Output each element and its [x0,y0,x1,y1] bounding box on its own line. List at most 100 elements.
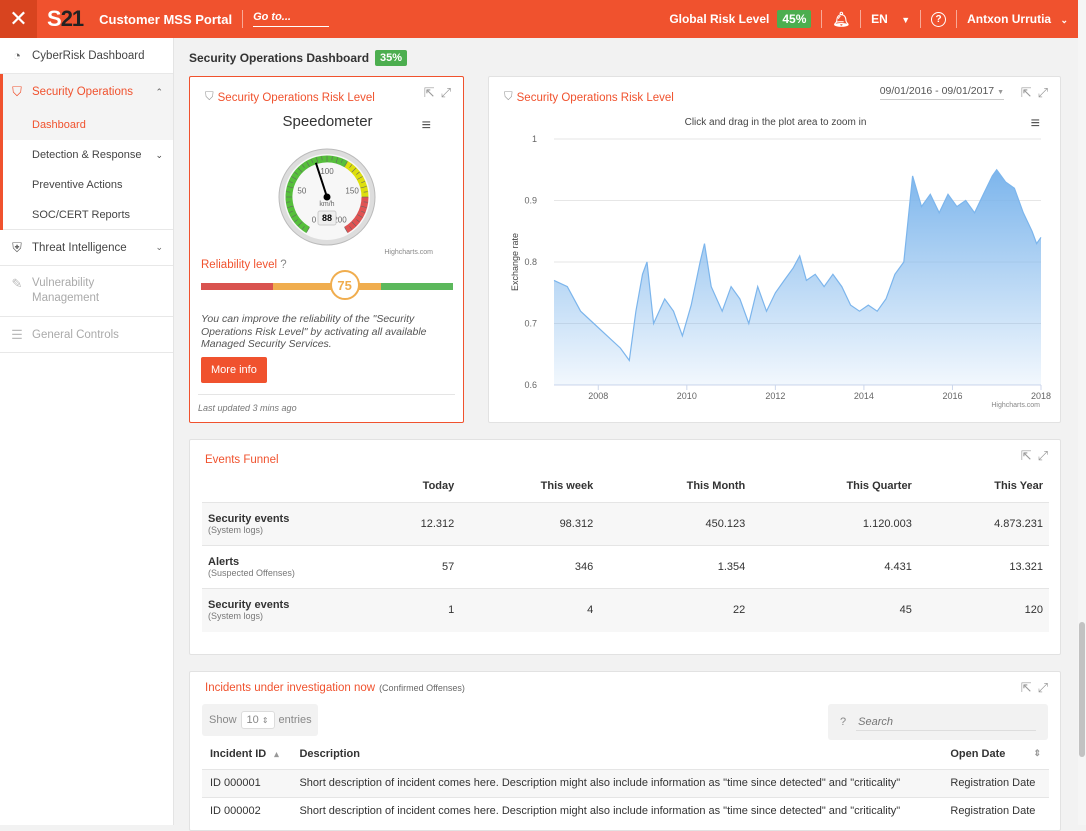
gauge-tick [297,221,303,227]
sidebar-item-threat-intelligence[interactable]: ⛨ Threat Intelligence ⌄ [0,230,173,266]
scrollbar[interactable] [1078,0,1086,825]
chart-menu-icon[interactable]: ≡ [421,117,431,134]
help-icon[interactable]: ? [280,259,287,271]
sidebar-item-cyberrisk-dashboard[interactable]: ◔ CyberRisk Dashboard [0,38,173,74]
shield-gear-icon: ⛉ [205,91,214,103]
table-header-row: Today This week This Month This Quarter This… [202,470,1049,503]
gauge-tick [301,164,305,168]
gauge-tick [301,226,305,230]
sidebar-subitem-soc-cert-reports[interactable]: SOC/CERT Reports [3,200,173,230]
risk-level-card: ⛉ Security Operations Risk Level ⇱ ⤢ Speed… [189,76,464,423]
date-range-select[interactable]: 09/01/2016 - 09/01/2017 ▼ [879,85,1004,100]
gauge-label: 0 [312,216,317,225]
column-header[interactable]: Incident ID ▴ [210,748,279,761]
table-cell: 57 [442,561,455,573]
highcharts-credits[interactable]: Highcharts.com [384,249,433,256]
table-row: Alerts (Suspected Offenses) 57 346 1.354 4.43… [202,545,1049,589]
gauge-tick [306,227,310,233]
caret-down-icon: ▼ [997,89,1004,96]
sidebar-subitem-preventive-actions[interactable]: Preventive Actions [3,170,173,200]
shield-check-icon: ⛨ [12,239,22,255]
search-input[interactable] [856,713,1037,731]
gauge-tick [357,176,363,180]
page-risk-badge: 35% [375,50,408,66]
reliability-value: 75 [329,270,360,300]
export-icon[interactable]: ⇱ [423,85,435,100]
help-icon[interactable]: ? [931,11,947,27]
table-row[interactable]: ID 000001 Short description of incident c… [202,769,1049,797]
sidebar-item-general-controls[interactable]: ☰ General Controls [0,317,173,353]
page-title-text: Security Operations Dashboard [189,51,370,65]
expand-icon[interactable]: ⤢ [1037,85,1048,100]
gauge-tick [356,171,360,175]
gauge-label: 100 [320,167,334,176]
more-info-button[interactable]: More info [201,357,267,383]
expand-icon[interactable]: ⤢ [440,85,451,100]
bell-icon[interactable]: 🔔︎ [832,10,851,27]
entries-select[interactable]: 10 ⇕ [240,711,275,729]
gauge-tick [311,159,314,163]
table-row: Security events (System logs) 1 4 22 45 120 [202,588,1049,632]
global-risk-badge: 45% [777,10,812,28]
sidebar-subitem-dashboard[interactable]: Dashboard [32,119,86,131]
table-cell: 4.431 [884,561,912,573]
stepper-icon: ⇕ [261,716,269,725]
gauge-tick [361,181,365,184]
column-header[interactable]: Description [299,748,360,761]
export-icon[interactable]: ⇱ [1020,680,1032,695]
sort-asc-icon: ▴ [274,749,279,760]
dashboard-icon: ◔ [13,48,21,63]
scrollbar-thumb[interactable] [1079,622,1085,757]
sidebar-item-label: Vulnerability Management [32,277,100,304]
gauge-tick [357,214,363,218]
column-header[interactable]: Open Date ⇕ [950,748,1041,761]
language-select[interactable]: EN ▼ [871,12,910,26]
document-edit-icon: ✎ [11,276,23,291]
language-value: EN [871,12,888,26]
page-title: Security Operations Dashboard 35% [189,50,408,66]
chevron-down-icon: ⌄ [155,149,163,160]
chart-menu-icon[interactable]: ≡ [1030,115,1040,132]
reliability-label: Reliability level ? [201,259,287,271]
chart-subtitle: Click and drag in the plot area to zoom … [684,117,867,128]
x-tick-label: 2016 [942,391,962,401]
entries-label: entries [278,714,312,726]
gauge-value: 88 [322,213,332,223]
shield-gear-icon: ⛉ [504,91,513,103]
events-funnel-table: Today This week This Month This Quarter This… [202,470,1049,632]
sliders-icon: ☰ [11,326,23,342]
close-menu-button[interactable]: ✕ [0,0,37,38]
gauge-label: 150 [345,186,359,195]
sidebar-subitem-detection-response[interactable]: Detection & Response ⌄ [3,140,173,170]
risk-chart-card: ⛉ Security Operations Risk Level 09/01/20… [488,76,1061,423]
user-menu[interactable]: Antxon Urrutia ⌄ [967,12,1078,26]
global-risk-label: Global Risk Level [669,12,770,26]
gauge-tick [363,201,368,203]
table-row: Security events (System logs) 12.312 98.312… [202,502,1049,546]
y-axis-label: Exchange rate [510,233,520,291]
gauge-tick [361,210,365,213]
highcharts-credits[interactable]: Highcharts.com [991,402,1040,409]
sidebar-item-security-operations[interactable]: ⛉ Security Operations ⌃ [3,74,173,110]
sidebar-item-label: Security Operations [32,86,133,98]
gauge-label: 50 [297,186,306,195]
exchange-rate-chart[interactable]: 0.6 0.7 0.8 0.9 1 2008 2010 2012 2014 2016 2018 Exc… [489,77,1062,422]
expand-icon[interactable]: ⤢ [1037,448,1048,463]
gauge-tick [287,205,294,208]
table-row[interactable]: ID 000002 Short description of incident c… [202,797,1049,825]
column-header: Today [422,480,455,492]
export-icon[interactable]: ⇱ [1020,85,1032,100]
x-tick-label: 2010 [677,391,697,401]
gauge-tick [349,226,353,230]
expand-icon[interactable]: ⤢ [1037,680,1048,695]
y-tick-label: 0.8 [524,257,537,267]
gauge-tick [291,214,297,218]
gauge-tick [344,227,348,233]
goto-input[interactable]: Go to... [253,11,330,27]
export-icon[interactable]: ⇱ [1020,448,1032,463]
gauge-title: Speedometer [282,113,373,130]
last-updated: Last updated 3 mins ago [198,403,297,413]
gauge-tick [294,219,298,223]
sidebar-item-vulnerability-management[interactable]: ✎ Vulnerability Management [0,266,173,317]
search-icon: ? [840,716,847,728]
